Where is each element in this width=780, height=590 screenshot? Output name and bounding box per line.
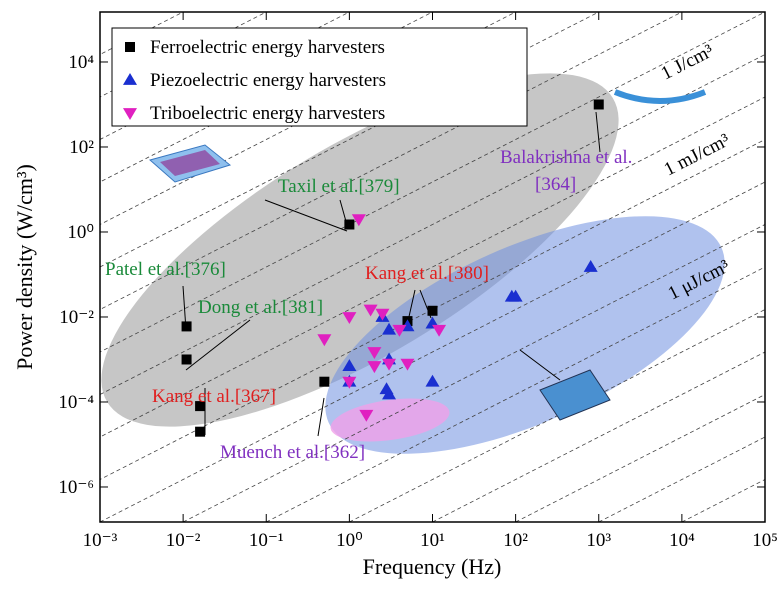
data-point [182,321,192,331]
annotation: Muench et al.[362] [220,442,365,463]
x-tick-label: 10² [503,530,528,551]
legend-marker [125,42,135,52]
x-tick-label: 10³ [586,530,611,551]
legend-label: Triboelectric energy harvesters [150,103,385,124]
chart: Frequency (Hz) Power density (W/cm³) 10⁻… [0,0,780,585]
y-axis-label: Power density (W/cm³) [12,164,37,370]
x-tick-label: 10⁻² [166,530,201,551]
x-tick-label: 10⁰ [336,530,363,551]
legend-label: Piezoelectric energy harvesters [150,70,386,91]
y-tick-label: 10⁻⁴ [58,392,94,413]
annotation: Taxil et al.[379] [278,176,400,197]
y-tick-label: 10⁰ [67,222,94,243]
annotation: [364] [535,174,576,195]
annotation: Dong et al.[381] [198,297,323,318]
annotation: 1 mJ/cm³ [661,130,734,181]
x-tick-label: 10⁻³ [83,530,118,551]
annotation: 1 J/cm³ [658,40,718,84]
leader [318,398,324,436]
data-point [319,377,329,387]
y-tick-label: 10² [69,137,94,158]
y-tick-label: 10⁻⁶ [58,477,94,498]
device-icon [615,92,705,101]
annotation: Patel et al.[376] [105,259,226,280]
data-point [428,306,438,316]
legend-label: Ferroelectric energy harvesters [150,37,385,58]
x-axis-label: Frequency (Hz) [363,554,502,579]
x-tick-label: 10¹ [420,530,445,551]
x-tick-label: 10⁴ [669,530,695,551]
x-tick-label: 10⁵ [752,530,778,551]
y-tick-label: 10⁻² [59,307,94,328]
x-tick-label: 10⁻¹ [249,530,284,551]
data-point [195,427,205,437]
annotation: Kang et al.[380] [365,263,489,284]
y-tick-label: 10⁴ [68,52,94,73]
annotation: Kang et al.[367] [152,386,276,407]
data-point [344,220,354,230]
annotation: Balakrishna et al. [500,147,632,168]
energy-guide-line [765,0,780,522]
data-point [594,99,604,109]
data-point [182,354,192,364]
